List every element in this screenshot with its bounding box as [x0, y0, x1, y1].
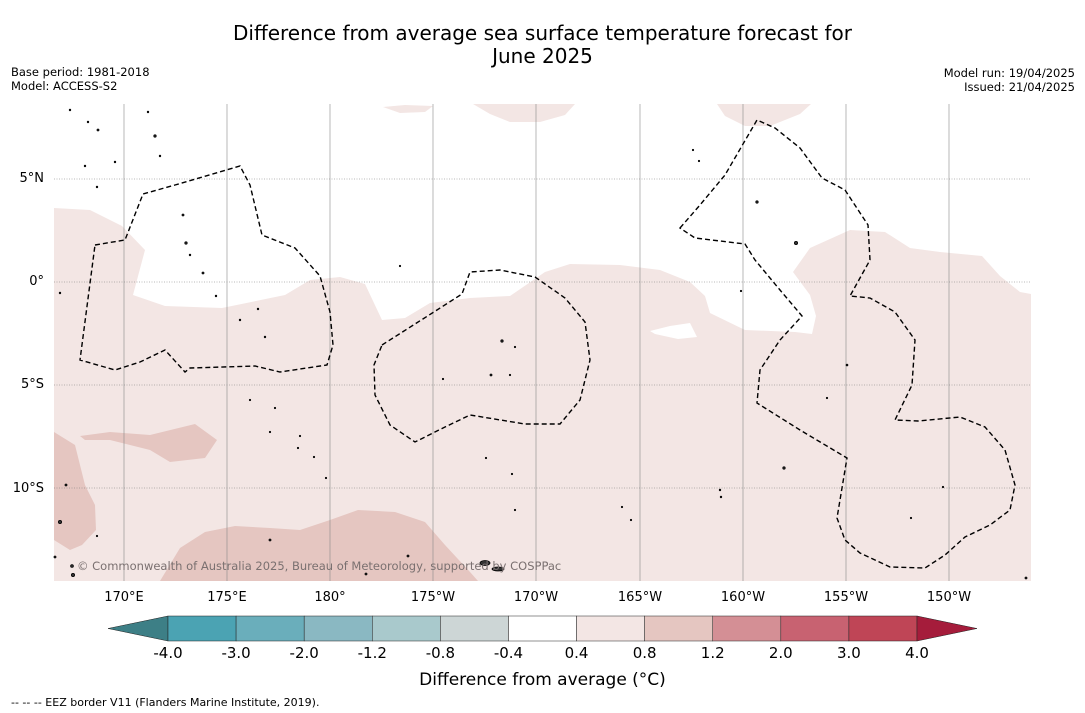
meta-left: Base period: 1981-2018 Model: ACCESS-S2	[11, 65, 150, 93]
lon-label-160w: 160°W	[720, 590, 766, 605]
lat-label-5n: 5°N	[19, 171, 45, 186]
anomaly-region-moderate-band	[80, 424, 217, 462]
colorbar-tick-label: 0.4	[564, 644, 589, 662]
base-period: Base period: 1981-2018	[11, 65, 150, 79]
colorbar-block	[440, 615, 509, 642]
lat-label-0: 0°	[29, 274, 44, 289]
title-line-1: Difference from average sea surface temp…	[232, 21, 852, 45]
model-run: Model run: 19/04/2025	[943, 66, 1075, 80]
colorbar-tick-label: 3.0	[836, 644, 861, 662]
colorbar-block	[508, 615, 577, 642]
colorbar-tick-label: -0.8	[425, 644, 455, 662]
colorbar-block	[235, 615, 305, 642]
colorbar-tick-label: 0.8	[632, 644, 657, 662]
colorbar-tick-label: -3.0	[221, 644, 251, 662]
colorbar-block	[303, 615, 373, 642]
colorbar-tick-label: -0.4	[493, 644, 524, 662]
anomaly-region-neutral-pocket	[650, 323, 697, 339]
copyright-credit: © Commonwealth of Australia 2025, Bureau…	[77, 559, 562, 573]
anomaly-region-north-2	[473, 104, 575, 122]
eez-border-east	[678, 119, 1016, 569]
colorbar-block	[780, 615, 850, 642]
colorbar-tick-label: 4.0	[905, 644, 929, 662]
colorbar-tick-label: -2.0	[289, 644, 319, 662]
meta-right: Model run: 19/04/2025 Issued: 21/04/2025	[944, 66, 1075, 94]
colorbar-tick-label: -4.0	[153, 644, 183, 662]
lon-label-150w: 150°W	[926, 590, 972, 605]
eez-footnote: -- -- -- EEZ border V11 (Flanders Marine…	[11, 696, 320, 709]
issued-date: Issued: 21/04/2025	[964, 80, 1075, 94]
lon-label-180: 180°	[314, 590, 346, 605]
colorbar-blocks	[167, 615, 918, 642]
colorbar-label-text: Difference from average (°C)	[419, 670, 666, 690]
map-title: Difference from average sea surface temp…	[0, 22, 1085, 68]
islands	[53, 108, 1028, 580]
lon-label-175e: 175°E	[207, 590, 247, 605]
colorbar-extend-low	[107, 615, 169, 642]
colorbar-label: Difference from average (°C)	[0, 670, 1085, 690]
lon-label-170w: 170°W	[513, 590, 559, 605]
anomaly-region-moderate-west	[54, 432, 96, 550]
eez-border-central	[373, 269, 591, 443]
colorbar-block	[576, 615, 645, 642]
anomaly-region-moderate-south	[160, 510, 478, 581]
longitude-gridlines	[123, 104, 950, 581]
colorbar-block	[167, 615, 237, 642]
title-line-2: June 2025	[492, 44, 593, 68]
lon-label-155w: 155°W	[823, 590, 869, 605]
model-name: Model: ACCESS-S2	[11, 79, 118, 93]
lon-label-170e: 170°E	[104, 590, 144, 605]
lon-label-165w: 165°W	[617, 590, 663, 605]
eez-borders	[79, 119, 1016, 569]
colorbar	[107, 615, 978, 642]
colorbar-block	[644, 615, 713, 642]
anomaly-region-north-3	[717, 104, 811, 126]
anomaly-region-north-1	[383, 105, 433, 113]
colorbar-block	[712, 615, 782, 642]
colorbar-block	[848, 615, 918, 642]
lat-label-10s: 10°S	[12, 481, 44, 496]
colorbar-tick-label: -1.2	[357, 644, 387, 662]
lat-label-5s: 5°S	[20, 377, 44, 392]
lon-label-175w: 175°W	[410, 590, 456, 605]
colorbar-extend-high	[916, 615, 978, 642]
colorbar-tick-label: 1.2	[700, 644, 725, 662]
colorbar-block	[372, 615, 441, 642]
colorbar-tick-label: 2.0	[768, 644, 793, 662]
eez-border-west	[79, 165, 334, 373]
